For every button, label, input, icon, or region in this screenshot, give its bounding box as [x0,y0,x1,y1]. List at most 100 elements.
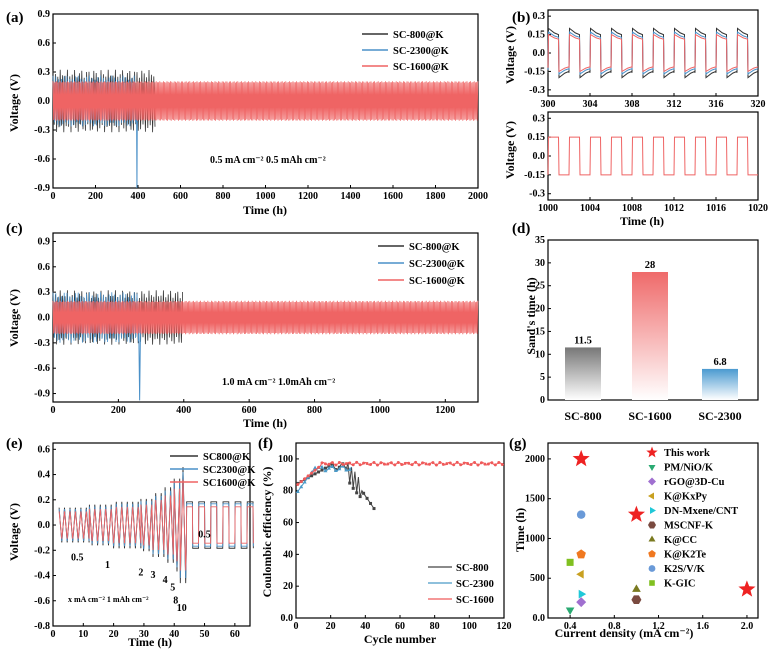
bar-value-label-0: 11.5 [574,335,592,346]
sc2300-short-spike [136,100,138,189]
point-sc-2300 [333,468,338,472]
x-tick-label: 304 [583,99,598,110]
panel-b-top-series-0 [547,27,759,79]
y-tick-label: -0.2 [34,545,50,556]
y-tick-label: 0.0 [281,613,294,624]
x-tick-label: 0 [51,191,56,202]
y-tick-label: -0.6 [34,154,50,165]
x-tick-label: 1600 [383,191,403,202]
y-tick-label: 20 [535,304,545,315]
point-sc-800 [310,474,314,478]
legend-marker-g8 [648,565,656,572]
y-tick-label: 0.4 [38,470,51,481]
x-tick-label: 1016 [706,203,726,214]
y-tick-label: -0.4 [34,571,50,582]
point-sc-1600 [358,463,362,467]
point-sc-2300 [313,465,318,470]
point-sc-2300 [320,464,324,469]
scatter-point-5-0 [631,595,642,604]
point-sc-1600 [497,460,501,464]
point-sc-1600 [476,463,480,467]
panel-a-plot: 0 200 400 600 800 1000 1200 1400 1600 1800 2000 -0.… [34,9,488,202]
legend-entry-a0: SC-800@K [393,30,444,41]
sc2300-short-spike [138,317,142,401]
category-label-0: SC-800 [564,409,601,423]
x-tick-label: 308 [625,99,640,110]
panel-e-annotation: x mA cm⁻² 1 mAh cm⁻² [68,595,149,604]
point-sc-800 [355,491,359,495]
panel-g-xlabel: Current density (mA cm⁻²) [555,626,694,640]
y-tick-label: 2000 [525,454,545,465]
panel-c-plot: 0 200 400 600 800 1000 1200 -0.9 -0.6 -0.3 0.0 0.3 0… [34,232,479,416]
y-tick-label: 35 [535,235,545,246]
panel-label-e: (e) [6,436,23,452]
bar-value-label-1: 28 [645,260,656,271]
panel-b-top-series-2 [547,33,759,73]
panel-d-plot: 0 5 10 15 20 25 30 35 11.5 SC-800 28 SC-1600 6.8 SC-2… [535,235,759,423]
x-tick-label: 40 [360,621,370,632]
point-sc-2300 [302,479,307,484]
legend-entry-c0: SC-800@K [409,242,460,253]
point-sc-1600 [334,463,338,467]
panel-a-xlabel: Time (h) [243,203,287,217]
legend-marker-g2 [648,477,656,486]
point-sc-1600 [310,471,314,475]
x-tick-label: 2.0 [741,621,754,632]
panel-c-annotation: 1.0 mA cm⁻² 1.0mAh cm⁻² [222,377,335,388]
x-tick-label: 1.6 [696,621,709,632]
point-sc-1600 [483,462,487,466]
y-tick-label: -0.3 [34,338,50,349]
x-tick-label: 200 [88,191,103,202]
point-sc-1600 [327,462,331,466]
point-sc-1600 [393,463,397,467]
point-sc-1600 [403,461,407,465]
legend-entry-f1: SC-2300 [456,579,494,590]
panel-b-ylabel-top: Voltage (V) [503,26,517,84]
y-tick-label: -0.8 [34,621,50,632]
legend-entry-e2: SC1600@K [203,478,256,489]
scatter-point-0-2 [738,580,756,597]
point-sc-800 [323,466,327,470]
x-tick-label: 1000 [370,405,390,416]
point-sc-800 [369,501,373,505]
series-line-sc1600 [52,81,479,121]
x-tick-label: 400 [176,405,191,416]
rate-label-6: 8 [173,595,178,606]
y-tick-label: 80 [283,486,293,497]
x-tick-label: 20 [109,629,119,640]
panel-c-xlabel: Time (h) [243,416,287,430]
rate-label-3: 3 [151,570,156,581]
x-tick-label: 60 [230,629,240,640]
point-sc-1600 [365,462,369,466]
y-tick-label: 0.15 [528,30,546,41]
point-sc-1600 [441,462,445,466]
point-sc-2300 [330,464,335,468]
y-tick-label: 0.0 [38,520,51,531]
x-tick-label: 1012 [664,203,684,214]
legend-entry-g5: MSCNF-K [664,521,714,532]
point-sc-2300 [344,468,349,472]
panel-g-ylabel: Time (h) [513,508,527,552]
point-sc-1600 [299,480,303,484]
point-sc-1600 [362,461,366,465]
y-tick-label: 100 [278,454,293,465]
point-sc-1600 [396,460,400,464]
point-sc-800 [348,481,352,485]
y-tick-label: -0.15 [524,66,545,77]
legend-entry-e0: SC800@K [203,452,251,463]
point-sc-2300 [337,466,342,471]
panel-label-g: (g) [509,436,527,452]
y-tick-label: 1000 [525,533,545,544]
rate-label-4: 4 [163,575,168,586]
point-sc-1600 [407,461,411,465]
point-sc-2300 [295,489,300,494]
y-tick-label: 0.6 [38,38,51,49]
series-line-sc800 [52,290,183,345]
legend-entry-f2: SC-1600 [456,595,494,606]
y-tick-label: 0.0 [533,151,546,162]
point-sc-2300 [323,468,328,473]
y-tick-label: 0.3 [533,113,546,124]
panel-label-c: (c) [6,221,23,237]
point-sc-1600 [306,474,310,478]
point-sc-1600 [303,477,307,481]
